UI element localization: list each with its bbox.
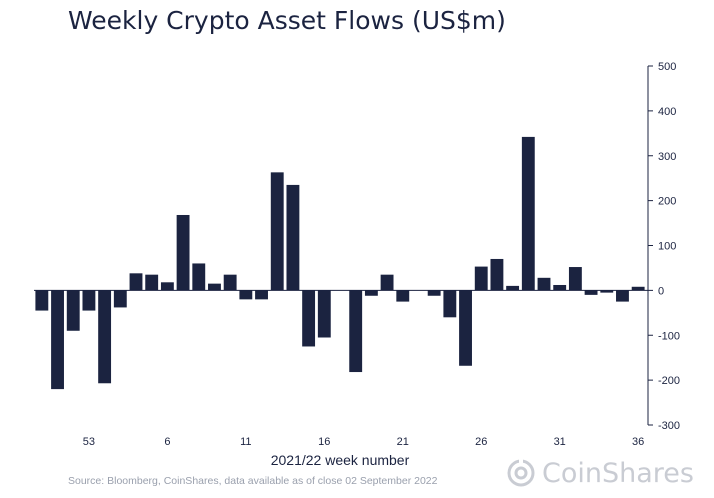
bar-6 [129,273,143,291]
coinshares-logo-icon [507,459,535,487]
bar-0 [35,290,49,311]
x-axis-title: 2021/22 week number [270,452,410,468]
bar-10 [192,263,206,291]
bar-22 [380,274,394,291]
bar-2 [66,290,80,331]
bar-26 [443,290,457,318]
y-tick-label: -100 [658,330,680,342]
bars-group [35,136,645,390]
bar-30 [506,285,520,291]
bar-16 [286,184,300,291]
chart-title: Weekly Crypto Asset Flows (US$m) [68,6,506,35]
bar-21 [364,290,378,296]
bar-11 [208,283,221,291]
bar-27 [459,290,472,366]
y-tick-label: -200 [658,375,680,387]
brand-logo: CoinShares [506,456,694,490]
y-tick-label: 0 [658,285,664,297]
x-tick-label: 21 [397,436,409,448]
bar-9 [176,214,190,291]
x-tick-label: 36 [632,436,644,448]
bar-35 [584,290,598,295]
bar-8 [160,282,174,291]
bar-23 [396,290,410,302]
bar-25 [427,290,441,296]
bar-29 [490,258,504,291]
x-tick-label: 31 [554,436,566,448]
bar-31 [521,136,535,291]
bar-38 [631,286,645,291]
y-tick-label: 400 [658,106,676,118]
bar-17 [302,290,316,347]
bar-18 [317,290,331,338]
y-tick-label: 100 [658,241,676,253]
x-tick-label: 16 [318,436,330,448]
bar-14 [255,290,268,300]
bar-37 [616,290,629,302]
bar-33 [553,284,567,291]
bar-36 [600,290,614,293]
x-tick-label: 53 [83,436,95,448]
bar-4 [98,290,112,384]
y-tick-label: 300 [658,151,676,163]
bar-5 [113,290,127,308]
bar-1 [51,290,64,390]
bar-3 [82,290,96,311]
bar-13 [239,290,253,300]
y-axis: 500 400 300 200 100 0 -100 -200 -300 [647,61,680,432]
y-tick-label: -300 [658,420,680,432]
y-tick-label: 200 [658,196,676,208]
bar-20 [349,290,363,373]
x-tick-label: 26 [475,436,487,448]
bar-15 [270,172,284,291]
y-tick-label: 500 [658,61,676,73]
x-tick-label: 6 [164,436,170,448]
source-note: Source: Bloomberg, CoinShares, data avai… [68,475,438,487]
bar-28 [474,266,488,291]
x-tick-label: 11 [240,436,251,448]
x-axis: 53 6 11 16 21 26 31 36 [83,436,644,448]
bar-32 [537,277,551,291]
bar-7 [145,274,159,291]
brand-name: CoinShares [542,457,694,489]
bar-12 [223,274,237,291]
bar-34 [568,267,582,291]
